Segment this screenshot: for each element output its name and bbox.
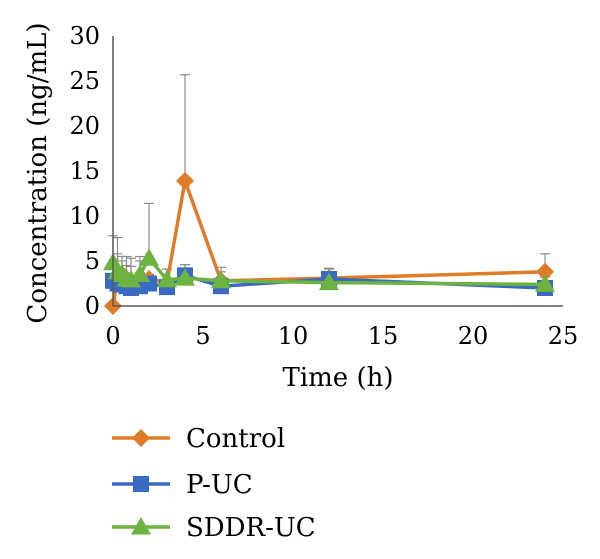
x-tick-label: 0	[105, 322, 120, 350]
legend-marker-control	[132, 429, 150, 447]
y-tick-label: 5	[85, 247, 100, 275]
x-tick-label: 10	[278, 322, 309, 350]
x-tick-label: 15	[368, 322, 399, 350]
y-tick-label: 10	[69, 202, 100, 230]
data-point-control	[176, 171, 194, 190]
legend-label-sddr-uc: SDDR-UC	[186, 513, 316, 543]
data-point-sddr-uc	[211, 270, 231, 289]
data-point-sddr-uc	[130, 264, 150, 282]
axes: 0 5 10 15 20 25 30 0 5 10 15 20 25 Time (h) Concentrat…	[23, 22, 578, 393]
y-tick-label: 25	[69, 67, 100, 95]
legend-marker-p-uc	[133, 476, 149, 492]
legend-label-control: Control	[186, 424, 285, 454]
data-point-sddr-uc	[157, 269, 177, 288]
x-tick-label: 20	[458, 322, 489, 350]
data-point-sddr-uc	[175, 268, 195, 286]
y-tick-label: 15	[69, 157, 100, 185]
x-tick-label: 5	[195, 322, 210, 350]
data-point-control	[536, 262, 554, 281]
data-point-sddr-uc	[121, 269, 141, 288]
plot-area	[103, 74, 555, 315]
data-point-sddr-uc	[535, 274, 555, 292]
legend: Control P-UC SDDR-UC	[112, 424, 316, 543]
y-tick-label: 0	[85, 292, 100, 320]
y-tick-label: 30	[69, 22, 100, 50]
legend-label-p-uc: P-UC	[186, 470, 253, 500]
legend-marker-sddr-uc	[131, 517, 151, 535]
y-axis-title: Concentration (ng/mL)	[23, 22, 53, 323]
x-axis-title: Time (h)	[283, 363, 394, 393]
data-point-sddr-uc	[319, 272, 339, 291]
x-tick-label: 25	[548, 322, 579, 350]
data-point-sddr-uc	[139, 248, 159, 266]
y-tick-label: 20	[69, 112, 100, 140]
